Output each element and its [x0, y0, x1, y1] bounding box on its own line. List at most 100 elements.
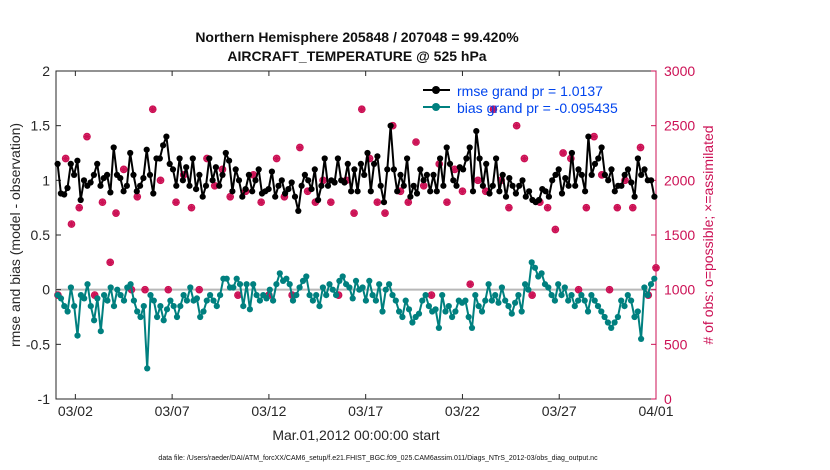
bias-point — [246, 306, 253, 313]
obs-assimilated-marker — [521, 155, 528, 162]
bias-point — [396, 308, 403, 315]
bias-point — [57, 295, 65, 302]
bias-point — [452, 308, 459, 315]
bias-point — [243, 281, 250, 288]
rmse-point — [526, 188, 533, 195]
bias-point — [289, 297, 297, 304]
bias-point — [475, 303, 482, 310]
bias-point — [236, 281, 244, 288]
plot-area: 03/02 03/07 03/12 03/17 03/22 03/27 04/01 -1 -0… — [26, 63, 695, 419]
y-axis-left: -1 -0.5 0 0.5 1 1.5 2 — [26, 63, 61, 407]
rmse-point — [291, 193, 299, 200]
rmse-point — [249, 188, 256, 195]
obs-assimilated-marker — [83, 133, 91, 140]
rmse-point — [219, 171, 226, 178]
obs-assimilated-marker — [637, 144, 644, 151]
obs-assimilated-marker — [629, 204, 636, 211]
rmse-point — [275, 182, 282, 189]
bias-point — [389, 292, 396, 299]
bias-point — [604, 319, 612, 326]
rmse-point — [311, 166, 318, 173]
bias-point — [67, 284, 74, 291]
y-tick-right-label: 0 — [664, 391, 672, 407]
rmse-point — [499, 171, 506, 178]
rmse-point — [460, 166, 467, 173]
y-tick-right-label: 1000 — [664, 282, 695, 298]
bias-point — [369, 292, 376, 299]
rmse-point — [651, 193, 658, 200]
rmse-point — [641, 166, 648, 173]
rmse-point — [255, 166, 262, 173]
bias-point — [180, 292, 187, 299]
bias-point — [531, 264, 539, 271]
x-axis-label: Mar.01,2012 00:00:00 start — [272, 427, 439, 443]
rmse-point — [489, 182, 496, 189]
bias-point — [101, 292, 108, 299]
rmse-point — [183, 164, 190, 171]
bias-point — [323, 292, 330, 299]
bias-point — [200, 308, 207, 315]
bias-point — [641, 284, 648, 291]
rmse-point — [397, 171, 404, 178]
rmse-point — [87, 179, 94, 186]
y-tick-left-label: 1 — [42, 172, 50, 188]
bias-point — [336, 277, 343, 284]
obs-assimilated-marker — [234, 291, 242, 299]
rmse-point — [321, 155, 328, 162]
bias-point — [608, 324, 615, 331]
bias-point — [485, 281, 492, 288]
y-tick-left-label: 0.5 — [31, 227, 51, 243]
rmse-point — [305, 177, 312, 184]
bias-point — [644, 292, 651, 299]
bias-point — [203, 297, 210, 304]
obs-assimilated-marker — [606, 286, 613, 293]
bias-point — [571, 303, 578, 310]
x-tick-label: 03/02 — [58, 403, 93, 419]
rmse-point — [628, 179, 635, 186]
rmse-point — [239, 193, 246, 200]
bias-point — [502, 297, 509, 304]
bias-point — [333, 292, 340, 299]
rmse-point — [631, 193, 638, 200]
rmse-point — [143, 146, 150, 153]
bias-point — [399, 313, 406, 321]
obs-assimilated-marker — [420, 182, 427, 189]
rmse-point — [61, 191, 68, 198]
rmse-point — [387, 122, 394, 129]
rmse-point — [535, 196, 543, 204]
obs-assimilated-marker — [68, 220, 75, 228]
bias-point — [270, 297, 277, 304]
rmse-point — [371, 160, 378, 167]
bias-point — [117, 292, 124, 299]
rmse-point — [364, 149, 371, 157]
rmse-point — [446, 160, 454, 167]
rmse-point — [450, 177, 457, 184]
bias-point — [84, 281, 91, 288]
bias-point — [134, 308, 141, 315]
rmse-point — [437, 155, 444, 162]
bias-point — [518, 308, 525, 315]
rmse-point — [232, 166, 239, 173]
rmse-point — [176, 155, 183, 162]
bias-point — [313, 292, 320, 299]
obs-assimilated-marker — [528, 291, 536, 299]
bias-point — [528, 259, 535, 266]
rmse-point — [390, 166, 397, 173]
bias-point — [137, 313, 144, 321]
obs-assimilated-marker — [474, 177, 482, 184]
bias-point — [140, 303, 147, 310]
bias-point — [250, 281, 257, 288]
bias-point — [303, 273, 310, 280]
bias-point — [207, 292, 214, 299]
x-tick-label: 03/12 — [251, 403, 286, 419]
bias-point — [578, 292, 585, 299]
obs-assimilated-marker — [172, 199, 180, 206]
rmse-point — [107, 189, 114, 196]
bias-point — [263, 295, 270, 302]
rmse-point — [209, 177, 216, 184]
rmse-point — [493, 155, 500, 162]
obs-assimilated-marker — [327, 199, 335, 206]
rmse-point — [578, 171, 585, 178]
bias-point — [647, 281, 655, 288]
